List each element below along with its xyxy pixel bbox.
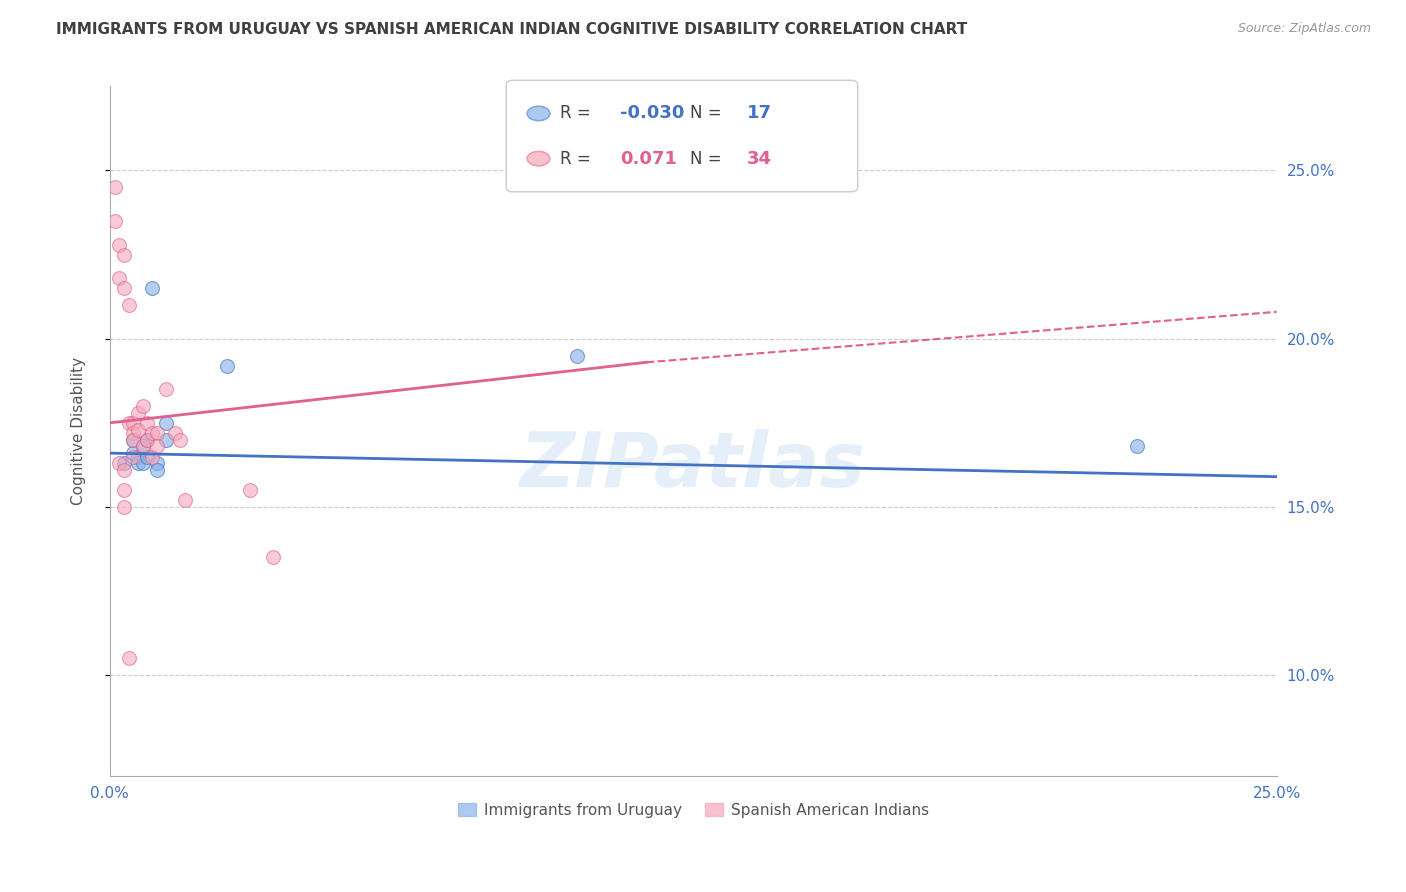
Point: [131, 456, 153, 470]
Text: IMMIGRANTS FROM URUGUAY VS SPANISH AMERICAN INDIAN COGNITIVE DISABILITY CORRELAT: IMMIGRANTS FROM URUGUAY VS SPANISH AMERI…: [56, 22, 967, 37]
Point: [112, 463, 135, 477]
Point: [136, 416, 159, 430]
Point: [145, 463, 167, 477]
Point: [136, 433, 159, 447]
Point: [145, 439, 167, 453]
Point: [122, 425, 145, 440]
Point: [131, 439, 153, 453]
Point: [117, 298, 139, 312]
Point: [589, 113, 612, 128]
Point: [155, 416, 177, 430]
Point: [112, 456, 135, 470]
Text: 0.071: 0.071: [620, 150, 676, 168]
Point: [103, 180, 125, 194]
Text: R =: R =: [560, 104, 596, 122]
Point: [145, 456, 167, 470]
Point: [127, 406, 149, 420]
Legend: Immigrants from Uruguay, Spanish American Indians: Immigrants from Uruguay, Spanish America…: [451, 797, 935, 823]
Point: [239, 483, 262, 497]
Point: [108, 271, 131, 285]
Point: [173, 493, 195, 508]
Point: [127, 423, 149, 437]
Point: [131, 439, 153, 453]
Point: [262, 550, 284, 565]
Point: [108, 237, 131, 252]
Point: [165, 425, 187, 440]
Text: ZIPatlas: ZIPatlas: [520, 429, 866, 503]
Text: N =: N =: [690, 150, 727, 168]
Point: [1125, 439, 1147, 453]
Point: [122, 433, 145, 447]
Point: [141, 281, 163, 295]
Point: [136, 433, 159, 447]
Point: [112, 500, 135, 514]
Text: 17: 17: [747, 104, 772, 122]
Point: [127, 450, 149, 464]
Point: [108, 456, 131, 470]
Point: [141, 450, 163, 464]
Text: N =: N =: [690, 104, 727, 122]
Point: [122, 446, 145, 460]
Point: [169, 433, 191, 447]
Text: R =: R =: [560, 150, 596, 168]
Text: Source: ZipAtlas.com: Source: ZipAtlas.com: [1237, 22, 1371, 36]
Point: [127, 456, 149, 470]
Point: [565, 349, 588, 363]
Point: [145, 425, 167, 440]
Text: 34: 34: [747, 150, 772, 168]
Point: [136, 450, 159, 464]
Point: [112, 247, 135, 261]
Point: [215, 359, 238, 373]
Text: -0.030: -0.030: [620, 104, 685, 122]
Point: [155, 433, 177, 447]
Point: [103, 214, 125, 228]
Point: [122, 416, 145, 430]
Point: [112, 281, 135, 295]
Point: [117, 416, 139, 430]
Point: [122, 450, 145, 464]
Point: [155, 382, 177, 396]
Point: [131, 399, 153, 413]
Y-axis label: Cognitive Disability: Cognitive Disability: [72, 357, 86, 506]
Point: [112, 483, 135, 497]
Point: [117, 651, 139, 665]
Point: [141, 425, 163, 440]
Point: [122, 433, 145, 447]
